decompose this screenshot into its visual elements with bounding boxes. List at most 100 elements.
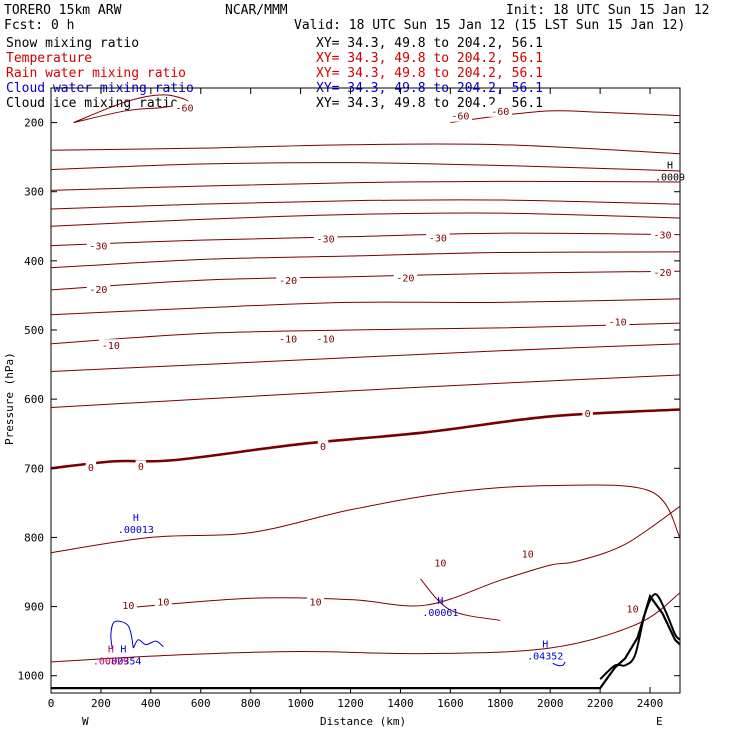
plot-layer: -60 -60 -60 -30 -30 -30 -30 -20 -20 -20 -20 -10 -10 -… (50, 94, 685, 690)
y-tick-label: 600 (24, 393, 44, 406)
max-marker-symbol: H (120, 644, 126, 655)
contour-label-bg (313, 332, 338, 345)
y-tick-label: 400 (24, 255, 44, 268)
temperature-contour (50, 232, 681, 247)
temperature-contour (50, 343, 681, 372)
legend-xy-cloud-ice: XY= 34.3, 49.8 to 204.2, 56.1 (316, 96, 543, 111)
temperature-contour (50, 251, 681, 269)
temperature-contour-label: 10 (122, 601, 134, 612)
temperature-contour (50, 322, 681, 345)
temperature-contour-label: 0 (138, 462, 144, 473)
x-endpoint-east: E (656, 715, 663, 728)
contour-label-bg (624, 602, 642, 615)
max-marker-value: .00354 (105, 656, 141, 667)
temperature-contour (50, 162, 681, 172)
x-tick-label: 0 (48, 697, 55, 710)
x-tick-label: 2400 (637, 697, 664, 710)
cloud-water-contour (110, 620, 134, 649)
x-tick-label: 400 (141, 697, 161, 710)
legend-label-temperature: Temperature (6, 51, 92, 66)
contour-label-bg (605, 315, 630, 328)
model-title: TORERO 15km ARW (4, 3, 122, 18)
max-marker-symbol: H (108, 644, 114, 655)
temperature-contour-label: -60 (451, 112, 469, 123)
y-tick-label: 500 (24, 324, 44, 337)
max-marker-symbol: H (133, 513, 139, 524)
plot-frame (50, 87, 681, 694)
temperature-contour-label: -20 (396, 273, 414, 284)
y-tick-label: 700 (24, 462, 44, 475)
contour-label-bg (431, 556, 449, 569)
temperature-contour-label: -60 (176, 103, 194, 114)
temperature-contour-label: -20 (89, 285, 107, 296)
valid-time: Valid: 18 UTC Sun 15 Jan 12 (15 LST Sun … (294, 18, 685, 33)
contour-label-bg (86, 283, 111, 296)
legend-xy-snow: XY= 34.3, 49.8 to 204.2, 56.1 (316, 36, 543, 51)
contour-label-bg (313, 232, 338, 245)
temperature-contour (50, 592, 681, 663)
y-tick-label: 900 (24, 601, 44, 614)
temperature-contour-label: -10 (102, 341, 120, 352)
temperature-contour-label: -30 (653, 231, 671, 242)
temperature-contour-label: 10 (157, 598, 169, 609)
temperature-contour-label: 0 (585, 409, 591, 420)
contour-label-bg (317, 440, 329, 453)
max-marker-symbol: H (437, 596, 443, 607)
temperature-contour-label: 0 (320, 442, 326, 453)
init-time: Init: 18 UTC Sun 15 Jan 12 (506, 3, 710, 18)
y-tick-label: 1000 (18, 670, 45, 683)
x-endpoint-west: W (82, 715, 89, 728)
contour-label-bg (582, 406, 593, 419)
contour-label-bg (85, 460, 97, 473)
max-marker-value: .04352 (527, 652, 563, 663)
contour-label-bg (276, 274, 300, 287)
contour-label-bg (276, 332, 300, 345)
contour-label-bg (393, 271, 418, 284)
org-title: NCAR/MMM (225, 3, 288, 18)
legend-xy-temperature: XY= 34.3, 49.8 to 204.2, 56.1 (316, 51, 543, 66)
temperature-contour-label: -30 (317, 235, 335, 246)
legend-xy-rain: XY= 34.3, 49.8 to 204.2, 56.1 (316, 66, 543, 81)
max-marker-value: .00829 (93, 656, 129, 667)
legend-label-cloud-ice: Cloud ice mixing ratio (6, 96, 178, 111)
y-tick-label: 200 (24, 117, 44, 130)
x-axis-label: Distance (km) (320, 715, 406, 728)
temperature-contour-label: -20 (279, 276, 297, 287)
x-tick-label: 800 (241, 697, 261, 710)
x-tick-label: 1000 (287, 697, 314, 710)
x-tick-label: 1200 (337, 697, 364, 710)
contour-label-bg (519, 547, 537, 560)
temperature-contour (125, 505, 681, 609)
max-marker-symbol: H (667, 160, 673, 171)
temperature-contour-label: -20 (653, 268, 671, 279)
contour-label-bg (307, 595, 325, 608)
temperature-contour-label: 0 (88, 463, 94, 474)
contour-label-bg (135, 460, 147, 473)
terrain-line (51, 593, 681, 690)
contour-label-bg (99, 339, 123, 352)
cloud-water-contour (552, 661, 566, 667)
temperature-contour-label: 10 (522, 549, 534, 560)
legend-label-rain: Rain water mixing ratio (6, 66, 186, 81)
temperature-contour (50, 143, 681, 155)
temperature-contour (50, 270, 681, 291)
y-axis-label: Pressure (hPa) (3, 352, 16, 445)
axis-layer: 0 200 400 600 800 1000 1200 1400 1600 1800 2000 220… (18, 88, 680, 710)
temperature-contour (50, 484, 681, 554)
temperature-contour-label: 10 (310, 598, 322, 609)
contour-label-bg (426, 231, 450, 244)
x-tick-label: 1800 (487, 697, 514, 710)
max-marker-value: .0009 (655, 172, 685, 183)
temperature-contour (50, 298, 681, 316)
legend-label-snow: Snow mixing ratio (6, 36, 139, 51)
contour-label-bg (119, 599, 137, 612)
temperature-contour (50, 199, 681, 210)
x-tick-label: 600 (191, 697, 211, 710)
temperature-contour-label: 10 (627, 605, 639, 616)
temperature-contour (50, 212, 681, 227)
y-tick-label: 800 (24, 531, 44, 544)
temperature-contour-label: -10 (317, 334, 335, 345)
forecast-hour: Fcst: 0 h (4, 18, 74, 33)
temperature-contour-label: -30 (89, 242, 107, 253)
